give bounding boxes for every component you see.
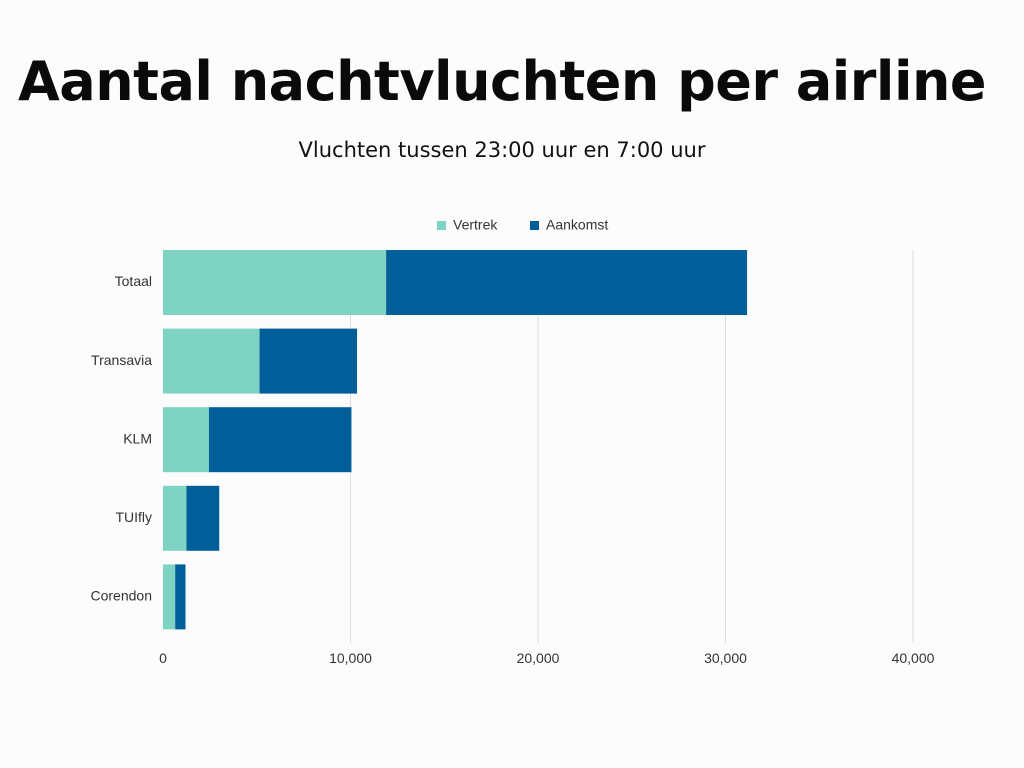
legend: Vertrek Aankomst: [437, 217, 608, 233]
bar-aankomst-corendon: [175, 564, 186, 630]
chart-subtitle: Vluchten tussen 23:00 uur en 7:00 uur: [298, 138, 706, 162]
category-labels: Totaal Transavia KLM TUIfly Corendon: [91, 273, 153, 603]
x-tick-label: 30,000: [704, 650, 747, 666]
category-label: Corendon: [91, 588, 153, 604]
bars: [163, 250, 748, 630]
bar-vertrek-tuifly: [163, 485, 187, 551]
bar-vertrek-transavia: [163, 328, 260, 394]
bar-aankomst-totaal: [386, 250, 748, 315]
category-label: Totaal: [115, 273, 152, 289]
category-label: Transavia: [91, 352, 152, 368]
legend-swatch-aankomst: [530, 221, 539, 230]
legend-swatch-vertrek: [437, 221, 446, 230]
chart-title: Aantal nachtvluchten per airline: [17, 50, 987, 113]
bar-aankomst-tuifly: [186, 485, 220, 551]
x-tick-label: 40,000: [892, 650, 935, 666]
bar-vertrek-klm: [163, 407, 209, 473]
bar-aankomst-klm: [208, 407, 352, 473]
bar-vertrek-corendon: [163, 564, 176, 630]
bar-aankomst-transavia: [259, 328, 358, 394]
x-tick-label: 20,000: [517, 650, 560, 666]
category-label: KLM: [123, 430, 152, 446]
x-tick-labels: 0 10,000 20,000 30,000 40,000: [159, 650, 935, 666]
x-tick-label: 10,000: [329, 650, 372, 666]
legend-label-aankomst: Aankomst: [546, 217, 608, 233]
bar-vertrek-totaal: [163, 250, 387, 315]
legend-label-vertrek: Vertrek: [453, 217, 498, 233]
x-tick-label: 0: [159, 650, 167, 666]
category-label: TUIfly: [115, 509, 152, 525]
